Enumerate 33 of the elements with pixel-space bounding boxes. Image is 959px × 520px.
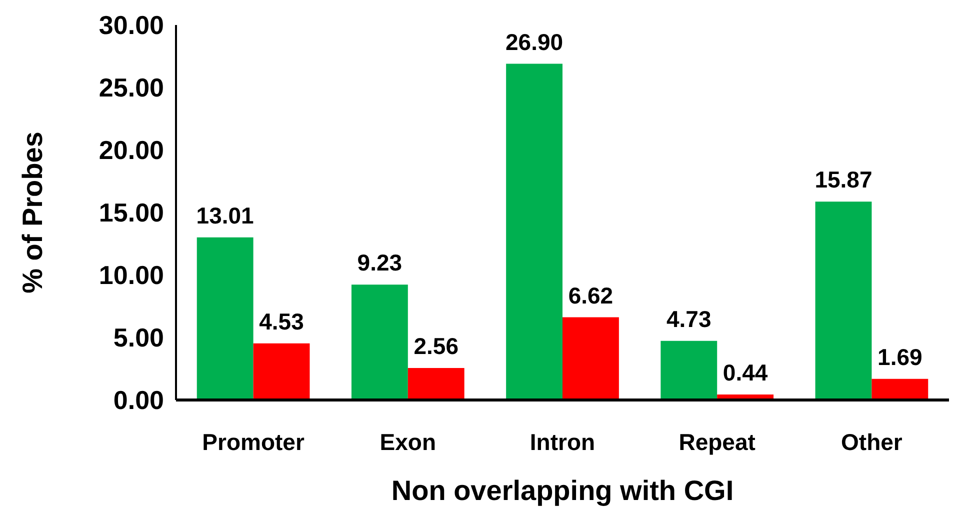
bar xyxy=(196,237,254,400)
y-tick-label: 10.00 xyxy=(98,260,164,290)
data-label: 15.87 xyxy=(814,166,872,193)
bar xyxy=(815,202,872,400)
x-tick-label: Other xyxy=(841,429,902,455)
data-label: 1.69 xyxy=(878,344,922,370)
data-label: 9.23 xyxy=(357,250,402,276)
bar xyxy=(660,340,718,400)
y-tick-label: 30.00 xyxy=(98,10,164,40)
y-tick-label: 5.00 xyxy=(113,322,164,353)
data-label: 4.53 xyxy=(259,308,304,334)
y-axis-title: % of Probes xyxy=(17,132,48,294)
bar xyxy=(351,284,408,400)
x-tick-label: Intron xyxy=(530,429,596,455)
x-tick-label: Promoter xyxy=(202,429,304,455)
x-axis-title: Non overlapping with CGI xyxy=(391,475,734,506)
data-label: 2.56 xyxy=(414,333,458,359)
y-tick-label: 15.00 xyxy=(98,198,164,228)
bar xyxy=(506,64,562,400)
data-label: 0.44 xyxy=(722,360,768,386)
y-tick-label: 25.00 xyxy=(98,72,164,103)
bar xyxy=(872,378,928,400)
y-tick-label: 0.00 xyxy=(113,385,164,416)
data-label: 6.62 xyxy=(568,282,614,308)
data-label: 4.73 xyxy=(666,306,712,332)
bar xyxy=(562,317,619,400)
x-tick-label: Repeat xyxy=(678,429,756,455)
bar xyxy=(253,343,310,400)
bar xyxy=(408,368,464,400)
x-tick-label: Exon xyxy=(380,429,436,455)
y-tick-label: 20.00 xyxy=(98,135,164,166)
data-label: 13.01 xyxy=(196,202,254,228)
data-label: 26.90 xyxy=(506,28,564,55)
